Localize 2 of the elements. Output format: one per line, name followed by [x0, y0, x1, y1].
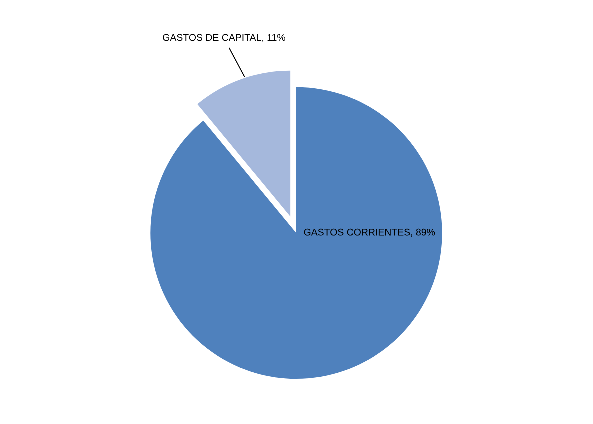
slice-label: GASTOS CORRIENTES, 89%: [304, 228, 436, 237]
slice-label: GASTOS DE CAPITAL, 11%: [163, 34, 286, 42]
